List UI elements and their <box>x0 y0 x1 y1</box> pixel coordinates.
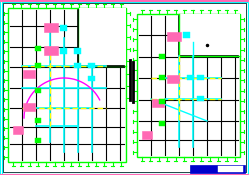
Bar <box>137 14 240 157</box>
Bar <box>88 63 95 68</box>
Bar <box>137 14 240 157</box>
Bar <box>167 75 179 83</box>
Bar <box>35 46 41 51</box>
Bar <box>190 165 245 173</box>
Bar <box>8 8 126 162</box>
Bar <box>159 75 165 80</box>
Bar <box>78 8 126 66</box>
Bar <box>142 131 152 139</box>
Bar <box>197 75 204 80</box>
Bar <box>183 32 190 38</box>
Bar <box>35 138 41 143</box>
Bar <box>159 54 165 59</box>
Bar <box>35 118 41 123</box>
Bar <box>159 99 165 104</box>
Bar <box>187 75 194 80</box>
Bar <box>35 63 41 68</box>
Bar <box>60 48 67 54</box>
Bar <box>218 166 243 172</box>
Bar <box>167 32 181 41</box>
Bar <box>23 70 35 78</box>
Bar <box>8 8 126 162</box>
Bar <box>74 48 81 54</box>
Bar <box>152 99 164 107</box>
Bar <box>23 103 35 111</box>
Bar <box>159 121 165 126</box>
Bar <box>35 88 41 93</box>
Bar <box>13 126 23 134</box>
Bar <box>197 96 204 101</box>
Bar <box>44 46 58 55</box>
Bar <box>88 76 95 81</box>
Bar <box>60 25 67 31</box>
Bar <box>74 63 81 68</box>
Bar <box>179 14 240 56</box>
Bar <box>44 23 58 32</box>
